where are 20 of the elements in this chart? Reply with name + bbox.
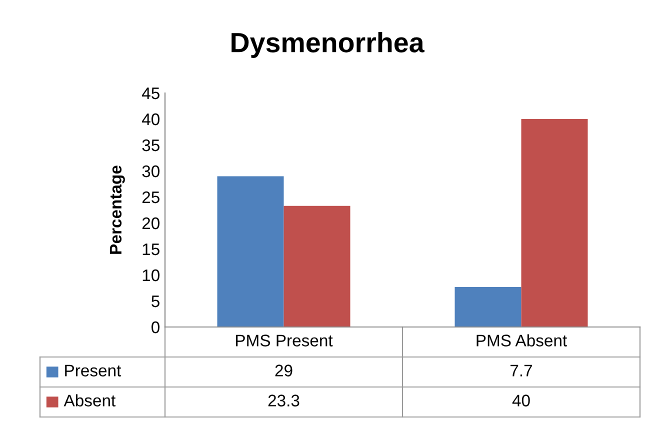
y-tick-label: 30 [142, 165, 160, 178]
y-tick-label: 40 [142, 113, 160, 126]
y-tick-label: 10 [142, 269, 160, 282]
y-axis-title: Percentage [110, 166, 125, 254]
data-label: 23.3 [268, 394, 300, 406]
legend-label: Present [65, 364, 122, 376]
data-label: 40 [512, 394, 530, 406]
y-tick-label: 45 [142, 88, 160, 100]
y-tick-label: 15 [142, 244, 160, 256]
y-tick-label: 25 [142, 191, 160, 204]
chart-title: Dysmenorrhea [232, 32, 424, 58]
x-tick-label: PMS Absent [476, 334, 567, 346]
legend-label: Absent [64, 394, 116, 406]
data-label: 7.7 [510, 364, 532, 376]
x-tick-label: PMS Present [236, 334, 333, 346]
data-label: 29 [275, 364, 292, 376]
y-tick-label: 0 [152, 321, 160, 334]
y-tick-label: 35 [142, 139, 160, 152]
y-tick-label: 20 [142, 217, 160, 230]
y-tick-label: 5 [152, 296, 160, 308]
